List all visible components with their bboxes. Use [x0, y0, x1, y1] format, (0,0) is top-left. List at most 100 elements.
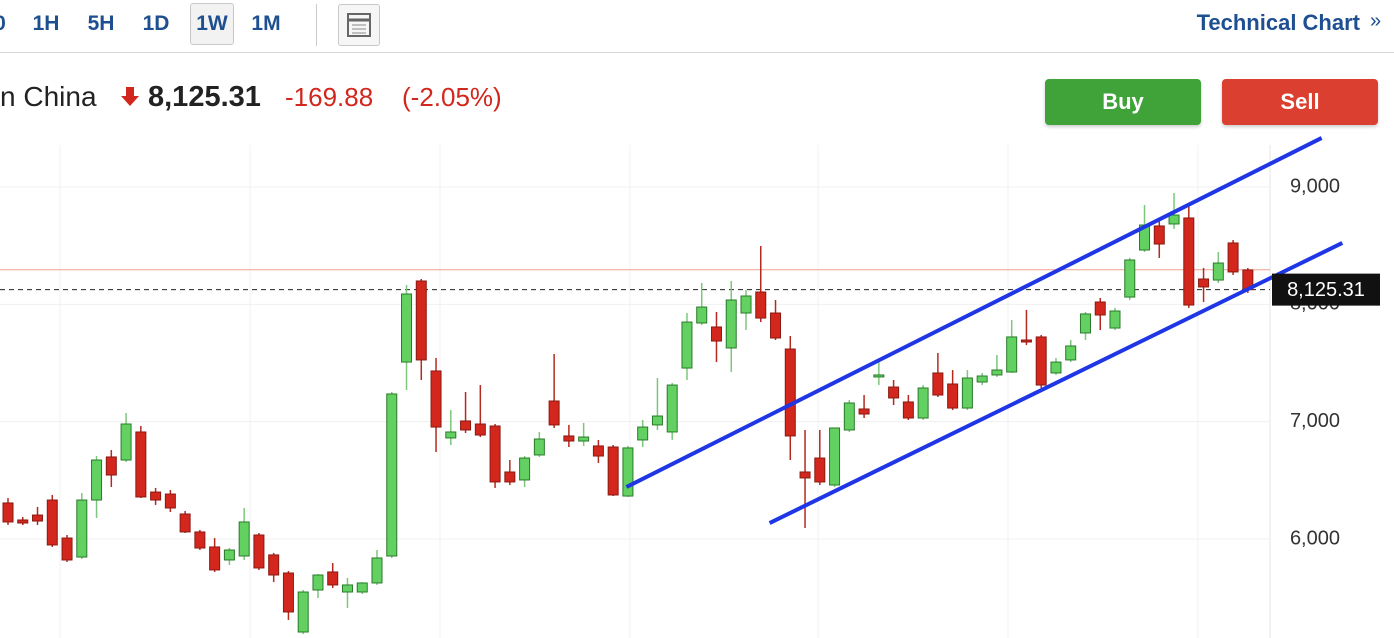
candle-body — [61, 537, 73, 561]
last-price-box — [1272, 273, 1380, 306]
candle-body — [1183, 217, 1195, 306]
candle-body — [548, 400, 560, 426]
candle-body — [1065, 345, 1077, 361]
candle-body — [696, 306, 708, 324]
candle-body — [445, 431, 457, 439]
candle-body — [356, 582, 368, 593]
candle-body — [770, 312, 782, 339]
candle-body — [135, 431, 147, 498]
candle-body — [1079, 313, 1091, 334]
candle-body — [120, 423, 132, 461]
candle-body — [460, 420, 472, 431]
candle-body — [1050, 361, 1062, 374]
candle-body — [238, 521, 250, 557]
candle-body — [76, 499, 88, 558]
candle-body — [814, 457, 826, 483]
candle-body — [858, 408, 870, 415]
candle-body — [1109, 310, 1121, 329]
candle-body — [1006, 336, 1018, 373]
candle-body — [297, 591, 309, 633]
candle-body — [1035, 336, 1047, 386]
candle-body — [430, 370, 442, 428]
candle-body — [976, 375, 988, 383]
toolbar: 0 1H 5H 1D 1W 1M Technical Chart » — [0, 0, 1394, 53]
candle-body — [873, 374, 885, 378]
candle-body — [46, 499, 58, 546]
candle-body — [282, 572, 294, 613]
layout-icon[interactable] — [338, 4, 380, 46]
candle-body — [150, 491, 162, 501]
y-tick-label: 6,000 — [1290, 527, 1340, 549]
candle-body — [341, 584, 353, 593]
icon-graphic — [347, 13, 371, 37]
candle-body — [1153, 225, 1165, 245]
candle-body — [829, 427, 841, 486]
candle-body — [578, 436, 590, 442]
candle-body — [637, 426, 649, 441]
candle-body — [401, 293, 413, 363]
candle-body — [533, 438, 545, 456]
technical-chart-link[interactable]: Technical Chart — [1196, 10, 1360, 35]
candle-body — [519, 457, 531, 481]
timeframe-button[interactable]: 1H — [32, 12, 60, 35]
timeframe-button[interactable]: 5H — [87, 12, 115, 35]
price: 8,125.31 — [148, 81, 261, 113]
candle-body — [415, 280, 427, 361]
y-tick-label: 7,000 — [1290, 410, 1340, 432]
candle-body — [179, 513, 191, 533]
candle-body — [902, 401, 914, 419]
last-price-label: 8,125.31 — [1287, 279, 1365, 301]
y-tick-label: 9,000 — [1290, 175, 1340, 197]
candle-body — [489, 425, 501, 483]
timeframe-button[interactable]: 1M — [251, 12, 281, 35]
candle-body — [194, 531, 206, 549]
instrument-name: n China — [0, 81, 97, 112]
candle-body — [681, 321, 693, 369]
candle-body — [710, 326, 722, 342]
candle-body — [209, 546, 221, 571]
candle-body — [474, 423, 486, 436]
candle-body — [843, 402, 855, 431]
candle-body — [371, 557, 383, 584]
candle-body — [799, 471, 811, 479]
candle-body — [1020, 339, 1032, 343]
candle-body — [105, 456, 117, 476]
change-percent: (-2.05%) — [402, 82, 502, 112]
timeframe-button[interactable]: 1D — [142, 12, 170, 35]
candle-body — [622, 447, 634, 497]
timeframe-button[interactable]: 1W — [190, 3, 234, 45]
candle-body — [961, 377, 973, 409]
trendline — [768, 241, 1344, 525]
candle-body — [17, 519, 29, 524]
buy-button[interactable]: Buy — [1045, 79, 1201, 125]
candle-body — [784, 348, 796, 437]
candle-body — [917, 387, 929, 419]
candle-body — [1212, 262, 1224, 281]
down-arrow — [121, 87, 139, 106]
candle-body — [312, 574, 324, 591]
candle-body — [651, 415, 663, 426]
candle-body — [1094, 301, 1106, 316]
candle-body — [888, 386, 900, 399]
candle-body — [504, 471, 516, 483]
change: -169.88 — [285, 82, 374, 112]
candle-body — [268, 554, 280, 576]
link-icon[interactable]: » — [1370, 10, 1382, 32]
separator — [316, 4, 317, 46]
candle-body — [32, 514, 44, 522]
candle-body — [755, 291, 767, 319]
trendline — [625, 136, 1323, 489]
sell-button[interactable]: Sell — [1222, 79, 1378, 125]
candle-body — [607, 446, 619, 496]
candle-body — [563, 435, 575, 442]
timeframe-button[interactable]: 0 — [0, 3, 22, 45]
candle-body — [932, 372, 944, 396]
candle-body — [725, 299, 737, 349]
candle-body — [666, 384, 678, 433]
candle-body — [164, 493, 176, 509]
candle-body — [592, 445, 604, 457]
candle-body — [1227, 242, 1239, 273]
candle-body — [1198, 278, 1210, 288]
